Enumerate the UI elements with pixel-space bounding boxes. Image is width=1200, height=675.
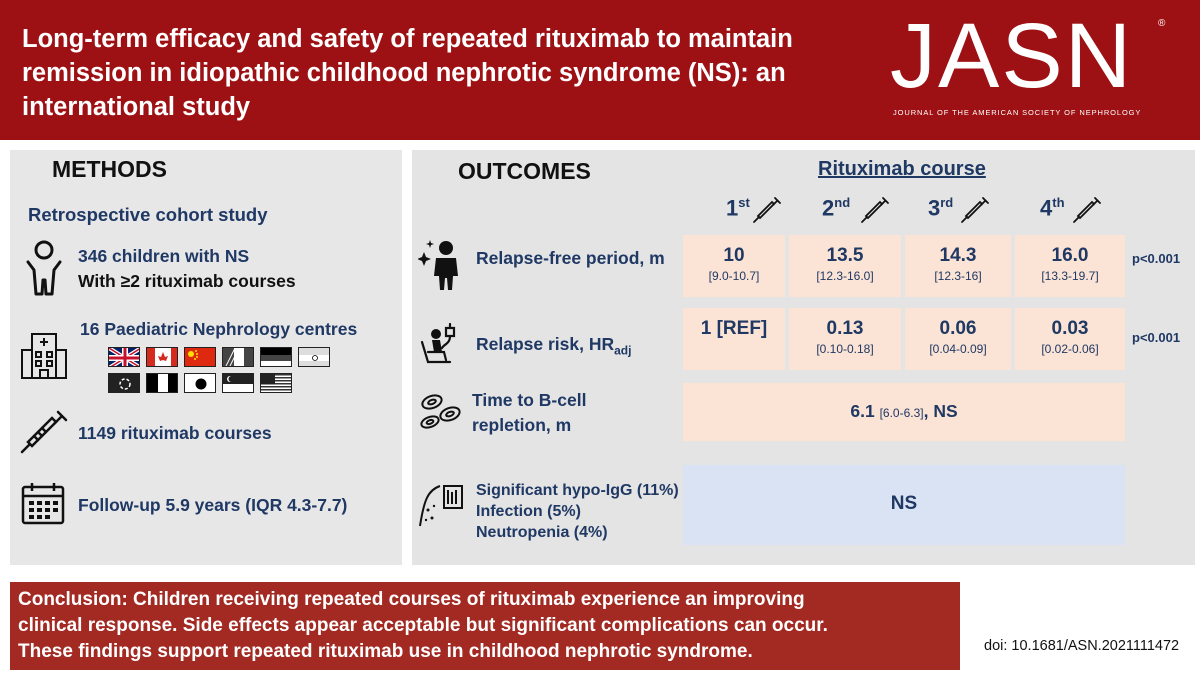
logo-wordmark: JASN: [890, 5, 1134, 107]
methods-panel: METHODS Retrospective cohort study 346 c…: [10, 150, 402, 565]
course-header-3: 3rd: [928, 195, 954, 221]
japan-flag: [184, 373, 216, 393]
bcell-label-line1: Time to B-cell: [472, 390, 587, 410]
centres-count: 16 Paediatric Nephrology centres: [80, 319, 358, 339]
children-count: 346 children with NS: [78, 246, 250, 266]
usa-flag: [260, 373, 292, 393]
syringe-icon: [861, 197, 889, 223]
course-header-2: 2nd: [822, 195, 851, 221]
china-flag: [184, 347, 216, 367]
jasn-logo: JASN ® JOURNAL OF THE AMERICAN SOCIETY O…: [890, 6, 1180, 130]
course-header-1: 1st: [726, 195, 750, 221]
skin-infection-icon: [419, 485, 463, 527]
uk-flag: [108, 347, 140, 367]
singapore-flag: [222, 373, 254, 393]
conclusion-line: These findings support repeated rituxima…: [18, 641, 753, 662]
relapse-risk-cell: 1 [REF]: [683, 308, 785, 370]
syringe-icon: [20, 410, 68, 454]
syringe-icon: [1073, 197, 1101, 223]
conclusion-line: clinical response. Side effects appear a…: [18, 615, 828, 636]
conclusion-box: Conclusion: Children receiving repeated …: [10, 582, 960, 670]
syringe-icon: [961, 197, 989, 223]
germany-flag: [260, 347, 292, 367]
safety-neutropenia: Neutropenia (4%): [476, 524, 608, 541]
relapse-risk-cell: 0.13 [0.10-0.18]: [789, 308, 901, 370]
page-title: Long-term efficacy and safety of repeate…: [22, 25, 793, 121]
relapse-risk-label: Relapse risk, HRadj: [476, 334, 632, 358]
outcomes-title: OUTCOMES: [458, 158, 591, 184]
hong-kong-flag: [108, 373, 140, 393]
methods-title: METHODS: [52, 156, 167, 182]
bcell-label-line2: repletion, m: [472, 415, 572, 435]
calendar-icon: [21, 483, 65, 525]
relapse-free-cell: 14.3 [12.3-16]: [905, 235, 1011, 297]
courses-criteria: With ≥2 rituximab courses: [78, 271, 296, 291]
relapse-risk-cell: 0.06 [0.04-0.09]: [905, 308, 1011, 370]
course-header-4: 4th: [1040, 195, 1065, 221]
iv-drip-patient-icon: [420, 322, 456, 364]
relapse-free-cell: 13.5 [12.3-16.0]: [789, 235, 901, 297]
safety-infection: Infection (5%): [476, 503, 581, 520]
safety-hypo-igg: Significant hypo-IgG (11%): [476, 482, 679, 499]
p-value: p<0.001: [1132, 330, 1181, 345]
courses-count: 1149 rituximab courses: [78, 423, 272, 443]
canada-flag: [146, 347, 178, 367]
p-value: p<0.001: [1132, 251, 1181, 266]
rituximab-course-title: Rituximab course: [818, 158, 986, 180]
relapse-free-cell: 10 [9.0-10.7]: [683, 235, 785, 297]
italy-flag: [222, 347, 254, 367]
bcell-cell: 6.1 [6.0-6.3], NS: [683, 383, 1125, 441]
doi-reference: doi: 10.1681/ASN.2021111472: [984, 638, 1180, 654]
syringe-icon: [753, 197, 781, 223]
conclusion-line: Conclusion: Children receiving repeated …: [18, 589, 805, 610]
header-banner: Long-term efficacy and safety of repeate…: [0, 0, 1200, 140]
india-flag: [298, 347, 330, 367]
child-icon: [26, 240, 62, 296]
followup-duration: Follow-up 5.9 years (IQR 4.3-7.7): [78, 495, 348, 515]
blood-cells-icon: [420, 394, 461, 429]
hospital-icon: [21, 333, 67, 379]
logo-subtitle: JOURNAL OF THE AMERICAN SOCIETY OF NEPHR…: [893, 108, 1142, 117]
france-flag: [146, 373, 178, 393]
safety-cell: NS: [683, 465, 1125, 545]
study-type: Retrospective cohort study: [28, 204, 268, 225]
outcomes-panel: OUTCOMES Rituximab course 1st 2nd 3rd 4t…: [412, 150, 1195, 565]
relapse-free-cell: 16.0 [13.3-19.7]: [1015, 235, 1125, 297]
child-sparkle-icon: [418, 240, 458, 290]
relapse-free-label: Relapse-free period, m: [476, 248, 665, 268]
relapse-risk-cell: 0.03 [0.02-0.06]: [1015, 308, 1125, 370]
registered-mark: ®: [1158, 18, 1166, 29]
